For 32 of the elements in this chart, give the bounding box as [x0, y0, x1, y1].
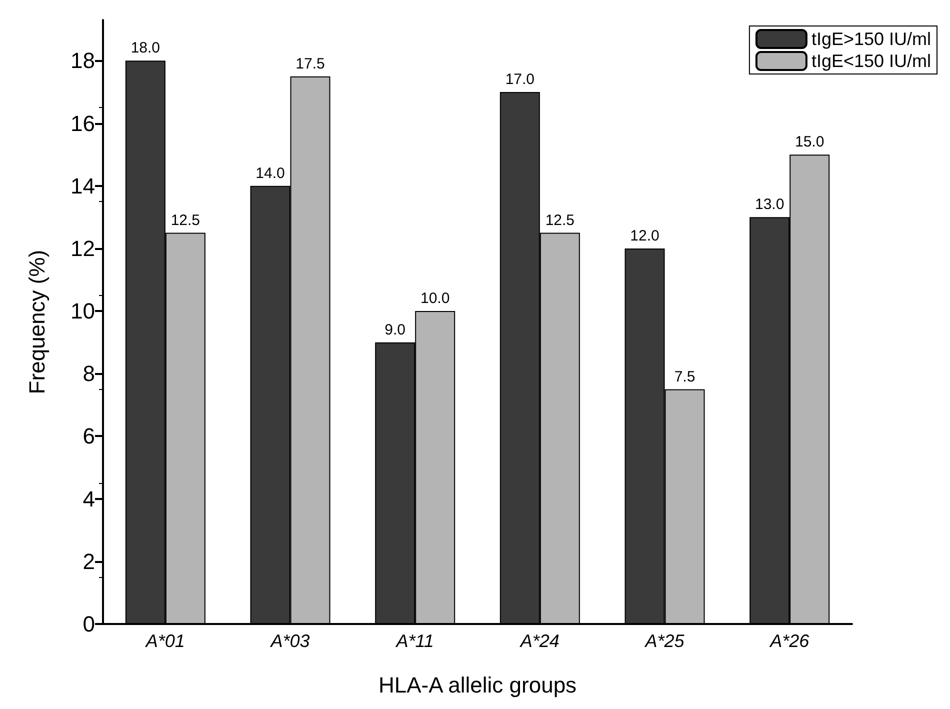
x-tick-label: A*01 — [144, 631, 185, 651]
data-label: 13.0 — [754, 196, 784, 214]
y-tick-label: 12 — [70, 236, 95, 261]
data-label: 12.5 — [170, 212, 200, 229]
x-tick-label: A*03 — [270, 631, 310, 651]
data-label: 17.0 — [505, 70, 535, 88]
data-label: 10.0 — [420, 290, 450, 308]
y-tick-label: 2 — [82, 548, 95, 574]
x-tick-label: A*26 — [769, 631, 810, 651]
y-tick-label: 0 — [82, 612, 95, 636]
data-label: 14.0 — [256, 164, 285, 182]
y-tick-label: 14 — [70, 173, 95, 198]
data-label: 17.5 — [296, 55, 325, 72]
data-label: 12.5 — [545, 212, 575, 229]
legend-label: tIgE>150 IU/ml — [811, 29, 932, 49]
y-axis-title: Frequency (%) — [24, 250, 50, 394]
x-axis-title: HLA-A allelic groups — [378, 672, 577, 698]
y-tick-label: 6 — [82, 424, 95, 449]
data-label: 12.0 — [630, 227, 660, 244]
x-tick-label: A*24 — [519, 631, 560, 651]
x-tick-label: A*11 — [395, 631, 434, 651]
y-tick-label: 10 — [70, 298, 95, 324]
data-label: 15.0 — [794, 134, 824, 151]
y-tick-label: 18 — [70, 48, 95, 74]
y-tick-label: 16 — [70, 110, 95, 136]
data-label: 18.0 — [130, 40, 160, 57]
y-tick-label: 4 — [82, 486, 95, 512]
data-label: 9.0 — [384, 321, 406, 338]
y-tick-label: 8 — [82, 361, 95, 386]
x-tick-label: A*25 — [644, 631, 686, 651]
data-label: 7.5 — [674, 368, 696, 386]
legend-label: tIgE<150 IU/ml — [811, 51, 932, 71]
